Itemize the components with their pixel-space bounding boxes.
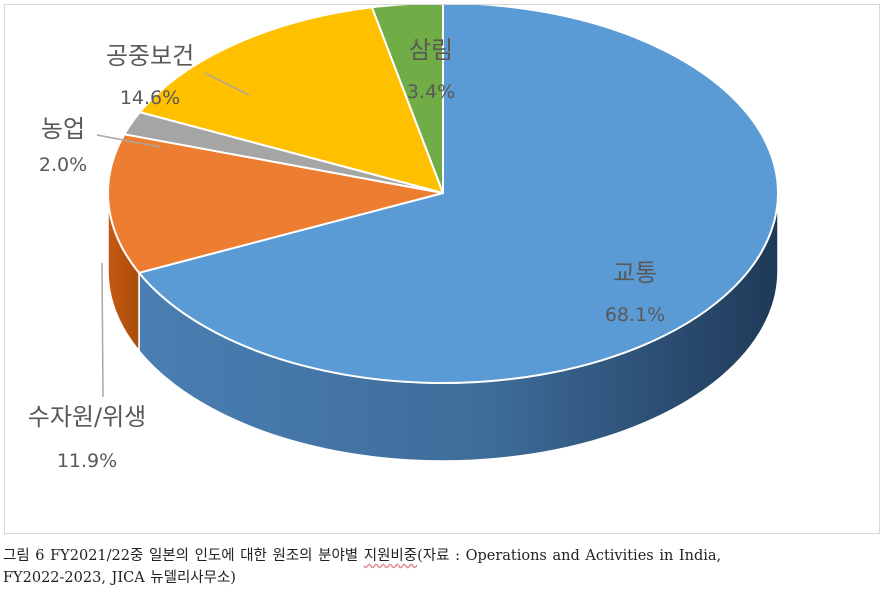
label-water-sanitation-name: 수자원/위생 [28, 403, 147, 431]
slice-transport [137, 5, 779, 384]
label-agriculture-name: 농업 [41, 115, 85, 143]
slice-public-health [138, 6, 444, 194]
label-public-health-value: 14.6% [120, 87, 180, 109]
leader-public-health [204, 72, 250, 96]
leader-agriculture [96, 134, 161, 148]
chart-frame: 교통 68.1% 수자원/위생 11.9% 농업 2.0% 공중보건 14.6% 삼림 3.4% [4, 4, 880, 534]
caption-line1-main: 그림 6 FY2021/22중 일본의 인도에 대한 원조의 분야별 [3, 548, 364, 564]
label-forestry-name: 삼림 [409, 36, 453, 64]
label-water-sanitation-value: 11.9% [57, 450, 117, 472]
label-transport-value: 68.1% [605, 304, 665, 326]
slice-water-sanitation [107, 133, 444, 274]
caption-line1-underlined: 지원비중 [363, 548, 418, 564]
slice-forestry [370, 5, 444, 194]
leader-water-sanitation [101, 262, 104, 398]
label-forestry-value: 3.4% [407, 81, 455, 103]
figure-caption: 그림 6 FY2021/22중 일본의 인도에 대한 원조의 분야별 지원비중(… [3, 545, 881, 589]
caption-line1-rest: (자료 : Operations and Activities in India… [417, 548, 722, 564]
caption-line2: FY2022-2023, JICA 뉴델리사무소) [3, 570, 236, 586]
pie-tops [107, 5, 779, 384]
label-public-health-name: 공중보건 [106, 42, 194, 70]
pie-chart: 교통 68.1% 수자원/위생 11.9% 농업 2.0% 공중보건 14.6% 삼림 3.4% [28, 5, 779, 472]
label-transport-name: 교통 [613, 259, 657, 287]
label-agriculture-value: 2.0% [39, 154, 87, 176]
leader-lines [96, 72, 250, 398]
slice-labels: 교통 68.1% 수자원/위생 11.9% 농업 2.0% 공중보건 14.6% 삼림 3.4% [28, 36, 665, 472]
